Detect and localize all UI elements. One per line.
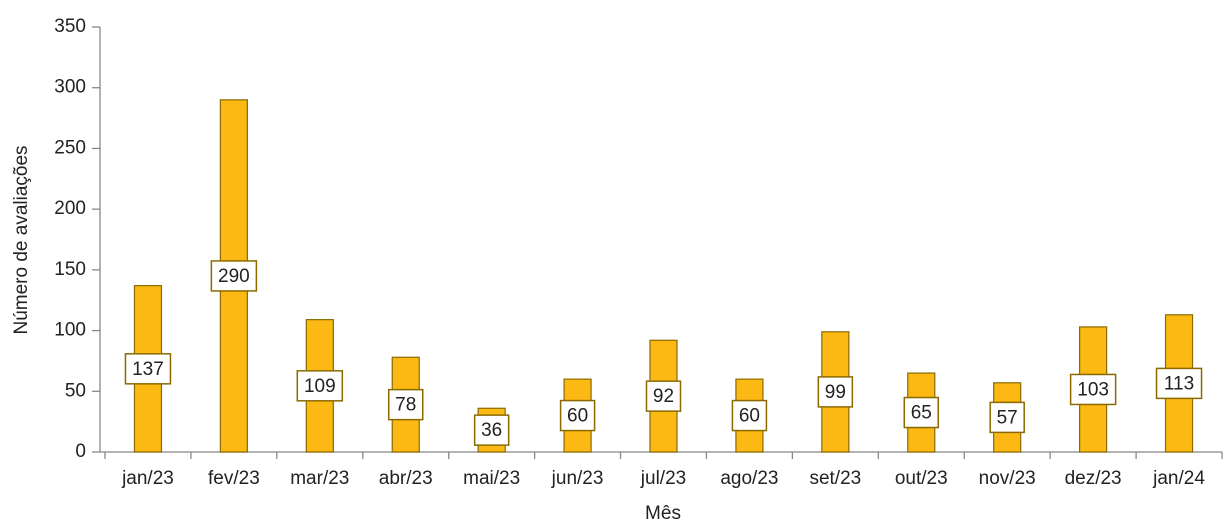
x-tick-label: nov/23 — [979, 468, 1036, 489]
value-label-box — [903, 396, 940, 429]
value-label-box — [1069, 373, 1117, 406]
value-label-box — [645, 380, 682, 412]
x-tick-label: jul/23 — [640, 468, 686, 489]
y-tick-label: 350 — [54, 16, 86, 37]
y-axis-label: Número de avaliações — [11, 145, 32, 334]
value-label-box — [473, 414, 510, 446]
value-label-box — [210, 260, 258, 292]
value-label-box — [817, 376, 854, 408]
value-label: 78 — [395, 395, 416, 416]
x-tick-label: out/23 — [895, 468, 948, 489]
value-label-box — [731, 399, 768, 432]
value-label: 99 — [825, 382, 846, 403]
value-label: 60 — [567, 406, 588, 427]
y-tick-label: 100 — [54, 320, 86, 341]
value-label: 103 — [1077, 379, 1109, 400]
value-label: 113 — [1164, 373, 1194, 394]
value-label-box — [989, 401, 1025, 434]
value-label: 36 — [481, 420, 502, 441]
y-tick-label: 0 — [75, 441, 86, 462]
x-tick-label: mai/23 — [463, 468, 520, 489]
value-label: 60 — [739, 406, 760, 427]
value-label: 57 — [997, 407, 1018, 428]
x-tick-label: fev/23 — [208, 468, 260, 489]
value-label: 92 — [653, 386, 674, 407]
y-tick-label: 200 — [54, 198, 86, 219]
value-label: 65 — [911, 403, 932, 424]
value-label-box — [1155, 367, 1203, 400]
x-tick-label: jun/23 — [551, 468, 604, 489]
x-axis-label: Mês — [645, 503, 681, 524]
value-label: 290 — [218, 266, 250, 287]
x-tick-label: ago/23 — [720, 468, 778, 489]
x-tick-label: abr/23 — [379, 468, 433, 489]
x-tick-label: jan/23 — [121, 468, 174, 489]
y-tick-label: 50 — [65, 380, 86, 401]
value-label: 137 — [132, 359, 164, 380]
x-tick-label: set/23 — [809, 468, 861, 489]
value-label-box — [559, 399, 596, 432]
x-tick-label: mar/23 — [290, 468, 349, 489]
value-label: 109 — [304, 376, 336, 397]
y-tick-label: 150 — [54, 259, 86, 280]
value-label-box — [296, 370, 344, 402]
x-tick-label: jan/24 — [1152, 468, 1205, 489]
value-label-box — [387, 388, 424, 421]
value-label-box — [124, 353, 172, 385]
y-tick-label: 300 — [54, 77, 86, 98]
y-tick-label: 250 — [54, 137, 86, 158]
x-tick-label: dez/23 — [1065, 468, 1122, 489]
